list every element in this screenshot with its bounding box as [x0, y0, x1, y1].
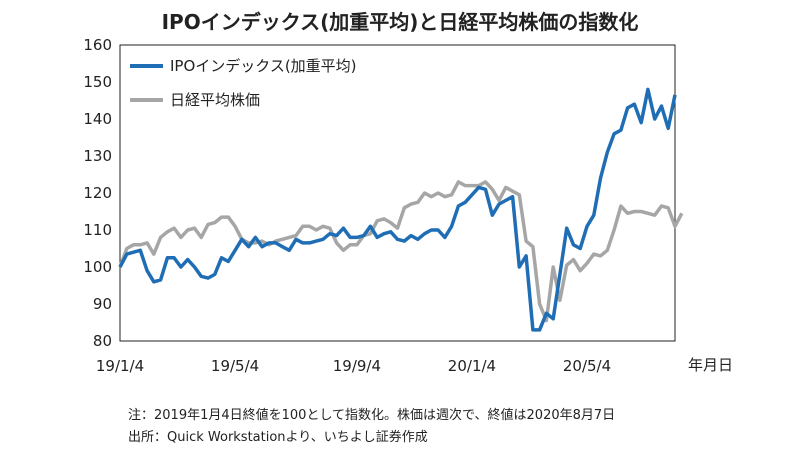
x-tick-label: 19/1/4 — [96, 357, 144, 375]
legend-label-ipo: IPOインデックス(加重平均) — [170, 57, 357, 75]
x-tick-label: 20/1/4 — [448, 357, 496, 375]
series-lines — [118, 87, 684, 332]
plot-frame — [119, 44, 676, 342]
y-tick-label: 80 — [93, 332, 112, 350]
y-tick-label: 110 — [83, 221, 112, 239]
y-tick-label: 160 — [83, 36, 112, 54]
y-tick-label: 140 — [83, 110, 112, 128]
series-line-ipo-index — [118, 87, 677, 332]
x-axis-unit: 年月日 — [688, 356, 733, 374]
x-axis: 19/1/4 19/5/4 19/9/4 20/1/4 20/5/4 — [96, 357, 611, 375]
y-tick-label: 120 — [83, 184, 112, 202]
y-tick-label: 100 — [83, 258, 112, 276]
y-tick-label: 90 — [93, 295, 112, 313]
series-line-nikkei — [118, 180, 684, 323]
y-tick-label: 130 — [83, 147, 112, 165]
x-tick-label: 19/5/4 — [211, 357, 259, 375]
note-text: 注：2019年1月4日終値を100として指数化。株価は週次で、終値は2020年8… — [128, 408, 616, 423]
legend-label-nikkei: 日経平均株価 — [170, 91, 260, 109]
x-tick-label: 19/9/4 — [333, 357, 381, 375]
x-tick-label: 20/5/4 — [563, 357, 611, 375]
chart-title: IPOインデックス(加重平均)と日経平均株価の指数化 — [161, 10, 639, 34]
legend: IPOインデックス(加重平均) 日経平均株価 — [130, 57, 357, 109]
source-text: 出所：Quick Workstationより、いちよし証券作成 — [128, 430, 428, 445]
y-tick-label: 150 — [83, 73, 112, 91]
y-axis: 80 90 100 110 120 130 140 150 160 — [83, 36, 112, 350]
